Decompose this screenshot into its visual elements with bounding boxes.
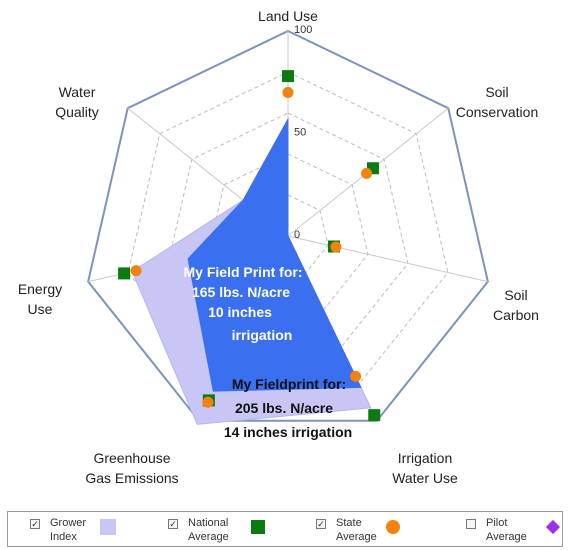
pilot-average-checkbox[interactable] xyxy=(466,519,476,529)
field-print-14-text: 205 lbs. N/acre xyxy=(235,400,333,416)
state-average-circle-icon xyxy=(386,520,400,534)
outer-frame xyxy=(87,29,489,422)
national-average-point xyxy=(368,409,381,422)
field-print-10-text: irrigation xyxy=(232,327,293,343)
field-print-14-text: My Fieldprint for: xyxy=(232,376,346,392)
pilot-average-diamond-icon xyxy=(545,519,561,535)
chart-legend: ✓ Grower Index ✓ National Average ✓ State A… xyxy=(7,511,563,547)
field-print-14-text: 14 inches irrigation xyxy=(224,424,352,440)
axis-label: Soil xyxy=(485,84,508,100)
axis-label: Land Use xyxy=(258,8,318,24)
state-average-checkbox[interactable]: ✓ xyxy=(316,519,326,529)
axis-label: Use xyxy=(28,301,53,317)
national-average-checkbox[interactable]: ✓ xyxy=(168,519,178,529)
tick-label: 50 xyxy=(294,127,306,139)
axis-label: Gas Emissions xyxy=(85,470,178,486)
field-print-10-text: 10 inches xyxy=(208,304,272,320)
field-print-10-text: 165 lbs. N/acre xyxy=(192,284,290,300)
tick-label: 100 xyxy=(294,24,312,36)
legend-label-state-average: State Average xyxy=(336,517,377,543)
axis-label: Soil xyxy=(504,287,527,303)
grower-index-swatch-icon xyxy=(100,519,116,535)
axis-label: Carbon xyxy=(493,307,539,323)
state-average-point xyxy=(282,87,294,98)
field-print-10-text: My Field Print for: xyxy=(184,264,303,280)
national-average-point xyxy=(118,267,131,280)
grid-ring xyxy=(207,153,369,311)
axis-spoke xyxy=(287,235,488,283)
axis-label: Quality xyxy=(55,104,99,120)
axis-label: Greenhouse xyxy=(93,450,170,466)
state-average-point xyxy=(361,167,373,179)
state-average-point xyxy=(330,241,342,253)
state-average-point xyxy=(130,265,142,277)
axis-label: Water Use xyxy=(392,470,458,486)
axis-label: Energy xyxy=(18,281,62,297)
tick-label: 0 xyxy=(294,229,300,241)
field-print-area xyxy=(187,117,362,392)
axis-label: Irrigation xyxy=(398,450,452,466)
national-average-point xyxy=(282,70,294,83)
national-average-square-icon xyxy=(251,520,265,534)
axis-label: Conservation xyxy=(456,104,539,120)
state-average-point xyxy=(202,396,214,408)
axis-label: Water xyxy=(59,84,96,100)
legend-label-national-average: National Average xyxy=(188,517,229,543)
legend-label-pilot-average: Pilot Average xyxy=(486,517,527,543)
state-average-point xyxy=(350,370,362,382)
legend-label-grower-index: Grower Index xyxy=(50,517,87,543)
grower-index-checkbox[interactable]: ✓ xyxy=(30,519,40,529)
